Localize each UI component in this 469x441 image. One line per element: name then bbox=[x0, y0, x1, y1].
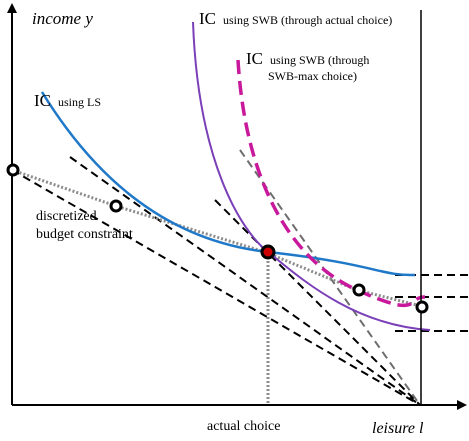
budget-point bbox=[109, 199, 123, 213]
actual-choice-point bbox=[260, 244, 276, 260]
budget-constraint-label-line1: discretized bbox=[36, 209, 97, 224]
ic-ls-curve bbox=[40, 91, 416, 277]
ic-ls-label: IC using LS bbox=[34, 91, 101, 110]
ic-swb-max-label: IC using SWB (through bbox=[246, 49, 369, 68]
ic-ls-label-suffix: using LS bbox=[58, 95, 101, 109]
swb-max-choice-point bbox=[352, 283, 366, 297]
tangent-line-ls bbox=[69, 156, 421, 406]
ic-swb-actual-suffix: using SWB (through actual choice) bbox=[223, 13, 392, 27]
y-axis-label: income y bbox=[32, 9, 93, 28]
ic-swb-actual-prefix: IC bbox=[199, 9, 216, 28]
ic-swb-max-suffix-line1: using SWB (through bbox=[270, 53, 369, 67]
ic-swb-actual-label: IC using SWB (through actual choice) bbox=[199, 9, 392, 28]
budget-point bbox=[415, 300, 429, 314]
ic-swb-max-prefix: IC bbox=[246, 49, 263, 68]
tangent-line-lower bbox=[11, 169, 421, 406]
ic-swb-max-curve bbox=[236, 59, 426, 308]
actual-choice-label: actual choice bbox=[207, 419, 280, 434]
budget-constraint-label-line2: budget constraint bbox=[36, 227, 133, 242]
tangent-line-swb-actual bbox=[214, 199, 421, 406]
tangent-line-swb-max bbox=[239, 149, 421, 406]
ic-swb-max-label-line2: SWB-max choice) bbox=[268, 69, 357, 83]
ic-ls-label-prefix: IC bbox=[34, 91, 51, 110]
budget-point bbox=[6, 163, 20, 177]
x-axis-label: leisure l bbox=[372, 420, 424, 437]
